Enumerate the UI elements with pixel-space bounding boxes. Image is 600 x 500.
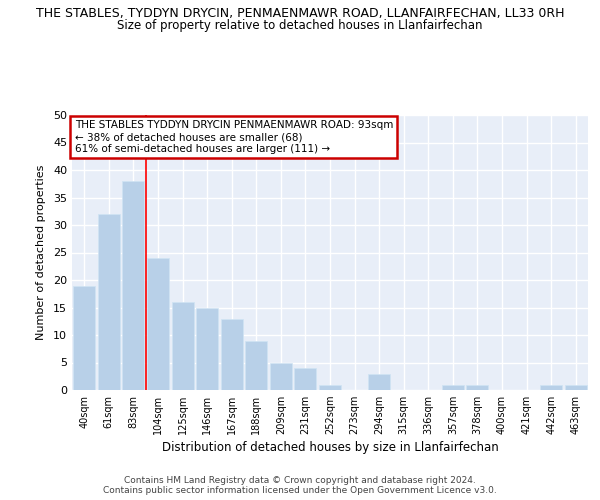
Bar xyxy=(73,286,95,390)
Y-axis label: Number of detached properties: Number of detached properties xyxy=(36,165,46,340)
Bar xyxy=(270,362,292,390)
Bar xyxy=(565,384,587,390)
Bar xyxy=(466,384,488,390)
Bar xyxy=(368,374,390,390)
Bar xyxy=(196,308,218,390)
Bar xyxy=(122,181,145,390)
Bar xyxy=(172,302,194,390)
Bar xyxy=(319,384,341,390)
Text: Size of property relative to detached houses in Llanfairfechan: Size of property relative to detached ho… xyxy=(117,18,483,32)
Bar xyxy=(442,384,464,390)
Text: THE STABLES TYDDYN DRYCIN PENMAENMAWR ROAD: 93sqm
← 38% of detached houses are s: THE STABLES TYDDYN DRYCIN PENMAENMAWR RO… xyxy=(74,120,393,154)
Text: THE STABLES, TYDDYN DRYCIN, PENMAENMAWR ROAD, LLANFAIRFECHAN, LL33 0RH: THE STABLES, TYDDYN DRYCIN, PENMAENMAWR … xyxy=(36,8,564,20)
X-axis label: Distribution of detached houses by size in Llanfairfechan: Distribution of detached houses by size … xyxy=(161,442,499,454)
Bar xyxy=(540,384,562,390)
Bar xyxy=(147,258,169,390)
Bar xyxy=(245,340,268,390)
Text: Contains HM Land Registry data © Crown copyright and database right 2024.
Contai: Contains HM Land Registry data © Crown c… xyxy=(103,476,497,495)
Bar xyxy=(98,214,120,390)
Bar xyxy=(295,368,316,390)
Bar xyxy=(221,318,243,390)
